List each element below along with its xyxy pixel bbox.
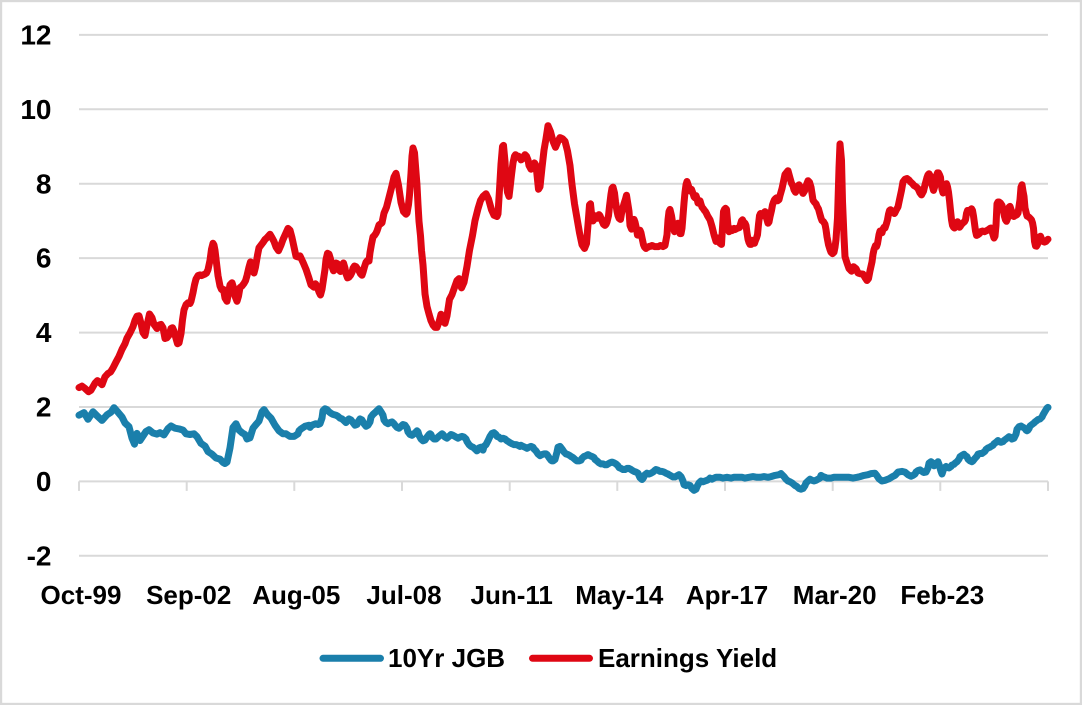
svg-text:Jun-11: Jun-11 [471,580,553,610]
svg-text:Sep-02: Sep-02 [146,580,231,610]
svg-text:Feb-23: Feb-23 [900,580,984,610]
svg-text:0: 0 [36,466,52,497]
svg-text:4: 4 [36,317,52,348]
svg-text:May-14: May-14 [575,580,664,610]
svg-text:8: 8 [36,168,52,199]
svg-text:10Yr JGB: 10Yr JGB [388,643,505,673]
svg-text:Apr-17: Apr-17 [686,580,768,610]
svg-text:6: 6 [36,243,52,274]
svg-text:Oct-99: Oct-99 [41,580,122,610]
svg-text:2: 2 [36,392,52,423]
svg-text:Mar-20: Mar-20 [793,580,877,610]
svg-text:Earnings Yield: Earnings Yield [598,643,777,673]
svg-text:12: 12 [20,20,51,51]
svg-text:Aug-05: Aug-05 [252,580,340,610]
svg-text:10: 10 [20,94,51,125]
svg-text:-2: -2 [27,540,52,571]
svg-text:Jul-08: Jul-08 [366,580,441,610]
